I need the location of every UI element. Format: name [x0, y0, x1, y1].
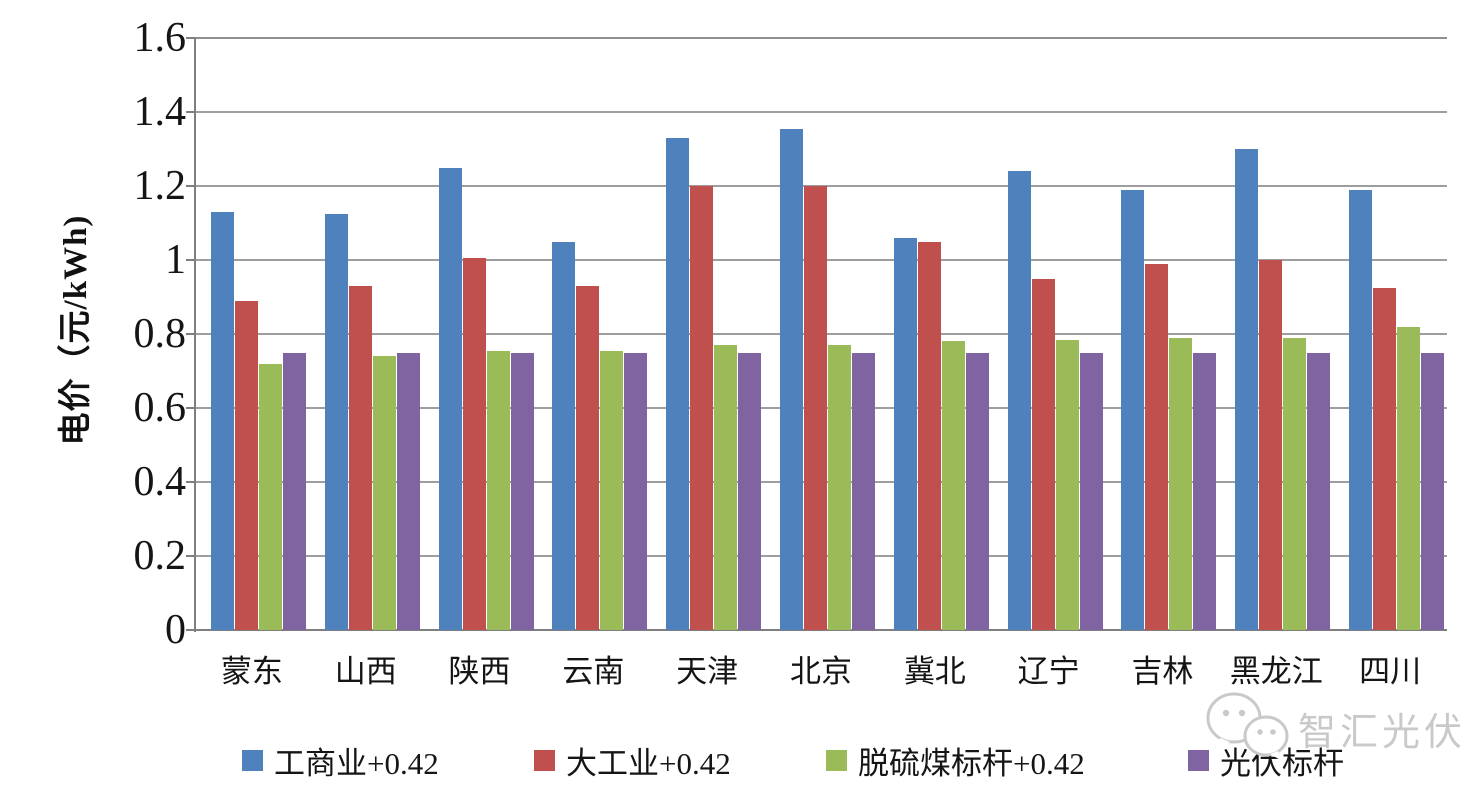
bar [714, 345, 738, 630]
x-category-label: 北京 [789, 654, 852, 689]
legend: 工商业+0.42 大工业+0.42 脱硫煤标杆+0.42 光伏标杆 [0, 736, 1475, 784]
y-tick-label: 0.2 [133, 533, 187, 579]
bar [1079, 352, 1103, 630]
bar [1397, 326, 1421, 630]
x-category-label: 山西 [334, 654, 397, 689]
y-tick-label: 1 [165, 237, 186, 283]
bar [804, 186, 827, 630]
y-tick-label: 1.4 [133, 89, 187, 135]
x-category-label: 吉林 [1131, 654, 1194, 689]
bar [1055, 339, 1079, 630]
bar [552, 241, 576, 630]
x-category-label: 黑龙江 [1229, 654, 1323, 689]
gridline [195, 37, 1447, 39]
bar [258, 363, 282, 630]
bar [690, 186, 714, 630]
bar [576, 285, 600, 630]
bar [324, 213, 348, 630]
y-axis-tick [186, 185, 195, 187]
bar [738, 352, 762, 630]
x-category-label: 四川 [1359, 654, 1422, 689]
bar [1145, 263, 1169, 630]
legend-swatch [534, 749, 555, 771]
bar [372, 356, 396, 630]
bar [486, 350, 510, 630]
bar [1007, 171, 1031, 630]
bar [780, 128, 803, 630]
bar [828, 345, 851, 630]
bar [600, 350, 624, 630]
y-tick-label: 1.2 [133, 163, 187, 209]
y-tick-label: 1.6 [133, 15, 187, 61]
bar [1349, 189, 1373, 630]
bar [282, 352, 306, 630]
y-axis-tick [186, 407, 195, 409]
y-tick-label: 0.6 [133, 385, 187, 431]
y-axis-tick [186, 37, 195, 39]
x-category-label: 蒙东 [220, 654, 283, 689]
bar [1259, 260, 1283, 630]
y-axis-tick [186, 111, 195, 113]
x-axis-line [186, 629, 1447, 631]
legend-swatch [1188, 749, 1209, 771]
bar [1121, 189, 1145, 630]
legend-item: 大工业+0.42 [534, 736, 731, 784]
bar [1031, 278, 1055, 630]
legend-swatch [242, 749, 263, 771]
bar [1421, 352, 1445, 630]
bar [234, 300, 258, 630]
bar [396, 352, 420, 630]
bar [893, 237, 917, 630]
legend-swatch [826, 749, 847, 771]
bar [917, 241, 941, 630]
y-axis-tick [186, 481, 195, 483]
y-axis-tick [186, 555, 195, 557]
bar [852, 352, 875, 630]
legend-item: 工商业+0.42 [242, 736, 439, 784]
bar [1307, 352, 1331, 630]
x-category-label: 陕西 [448, 654, 511, 689]
legend-item: 光伏标杆 [1188, 736, 1344, 784]
y-tick-label: 0.8 [133, 311, 187, 357]
bar [348, 285, 372, 630]
bar [1169, 337, 1193, 630]
legend-label: 脱硫煤标杆+0.42 [858, 745, 1085, 781]
bar [510, 352, 534, 630]
x-category-label: 冀北 [903, 654, 966, 689]
bar [462, 258, 486, 630]
bar [666, 137, 690, 630]
bar [1373, 287, 1397, 630]
y-axis-tick [186, 259, 195, 261]
bar [965, 352, 989, 630]
bar [1283, 337, 1307, 630]
legend-item: 脱硫煤标杆+0.42 [826, 736, 1085, 784]
y-tick-label: 0 [165, 607, 186, 653]
bar [941, 341, 965, 630]
x-category-label: 天津 [676, 654, 739, 689]
x-category-label: 辽宁 [1017, 654, 1080, 689]
y-tick-label: 0.4 [133, 459, 187, 505]
gridline [195, 111, 1447, 113]
bar [1193, 352, 1217, 630]
x-category-label: 云南 [562, 654, 625, 689]
bar [438, 167, 462, 630]
y-axis-tick [186, 333, 195, 335]
bar [1235, 149, 1259, 630]
legend-label: 工商业+0.42 [274, 745, 439, 781]
legend-label: 光伏标杆 [1220, 745, 1344, 781]
y-axis-line [194, 38, 196, 632]
legend-label: 大工业+0.42 [566, 745, 731, 781]
bar [210, 211, 234, 630]
bar [624, 352, 648, 630]
